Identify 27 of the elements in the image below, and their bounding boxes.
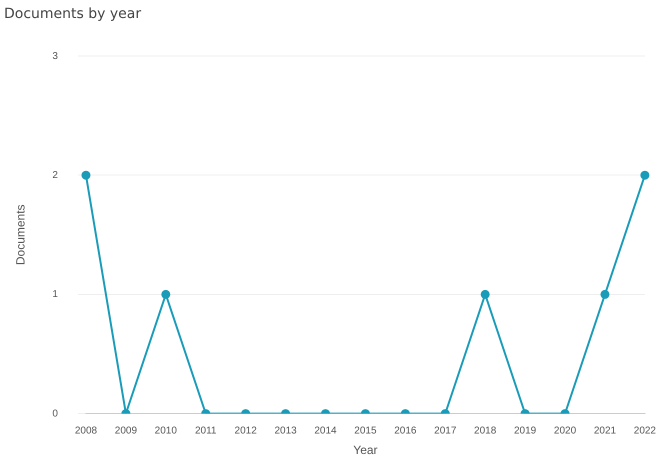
x-tick-label: 2018 [474, 425, 497, 436]
x-tick-label: 2017 [434, 425, 457, 436]
x-tick-label: 2020 [554, 425, 577, 436]
x-axis-title: Year [353, 443, 378, 458]
y-axis-title: Documents [14, 204, 28, 266]
point [600, 290, 610, 299]
x-tick-label: 2012 [234, 425, 258, 436]
x-tick-label: 2013 [274, 425, 298, 436]
x-tick-label: 2019 [514, 425, 537, 436]
x-tick-label: 2014 [314, 425, 338, 436]
y-tick-label: 3 [52, 50, 58, 62]
x-tick-label: 2009 [114, 425, 138, 436]
point [81, 170, 90, 180]
x-tick-label: 2010 [154, 425, 178, 436]
chart-title: Documents by year [4, 6, 142, 22]
x-tick-label: 2021 [594, 425, 617, 436]
point [640, 170, 650, 180]
x-tick-label: 2016 [394, 425, 417, 436]
point [161, 290, 170, 299]
x-tick-label: 2015 [354, 425, 377, 436]
y-tick-label: 1 [52, 289, 58, 300]
x-tick-label: 2008 [74, 425, 98, 436]
x-tick-label: 2022 [634, 425, 656, 436]
point [480, 290, 490, 299]
x-tick-label: 2011 [194, 425, 217, 436]
y-tick-label: 2 [52, 170, 58, 181]
y-tick-label: 0 [52, 408, 58, 420]
